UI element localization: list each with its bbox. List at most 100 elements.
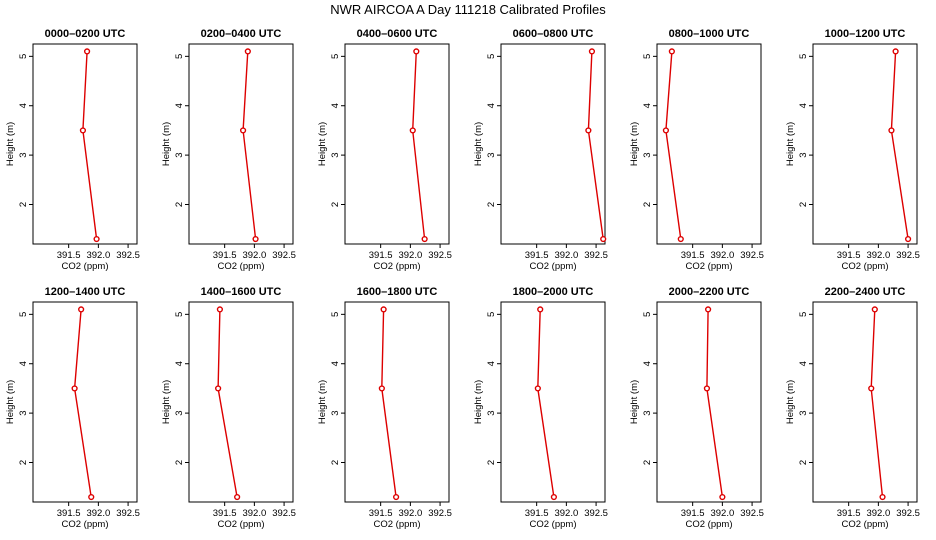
y-tick-label: 2 — [798, 202, 809, 207]
y-tick-label: 2 — [174, 460, 185, 465]
panel-title: 2000–2200 UTC — [669, 286, 750, 298]
x-axis-label: CO2 (ppm) — [218, 519, 265, 530]
x-axis-label: CO2 (ppm) — [530, 261, 577, 272]
y-axis-label: Height (m) — [161, 380, 172, 424]
x-tick-label: 392.0 — [710, 508, 734, 519]
x-axis-label: CO2 (ppm) — [62, 519, 109, 530]
y-tick-label: 2 — [174, 202, 185, 207]
y-tick-label: 3 — [798, 410, 809, 415]
profile-point — [252, 235, 259, 243]
profile-point — [588, 48, 596, 55]
y-tick-label: 3 — [642, 410, 653, 415]
profile-point — [413, 48, 420, 55]
y-tick-label: 3 — [18, 152, 29, 157]
profile-point — [534, 385, 541, 392]
x-tick-label: 392.0 — [554, 508, 578, 519]
plot-frame — [344, 43, 450, 245]
profile-point — [239, 127, 247, 134]
plot-frame — [812, 43, 918, 245]
y-axis-label: Height (m) — [785, 122, 796, 166]
x-axis-label: CO2 (ppm) — [530, 519, 577, 530]
x-axis-label: CO2 (ppm) — [374, 261, 421, 272]
profile-panel: 0800–1000 UTC 391.5 392.0 392.5 2 3 4 5 CO2 (ppm… — [629, 28, 764, 272]
panel-title: 0800–1000 UTC — [669, 28, 750, 40]
plot-frame — [656, 43, 762, 245]
x-axis-label: CO2 (ppm) — [842, 261, 889, 272]
x-axis-label: CO2 (ppm) — [218, 261, 265, 272]
y-axis-label: Height (m) — [161, 122, 172, 166]
y-tick-label: 4 — [330, 361, 341, 366]
plot-frame — [500, 43, 606, 245]
y-tick-label: 2 — [18, 202, 29, 207]
x-tick-label: 392.0 — [242, 250, 266, 261]
y-tick-label: 4 — [642, 361, 653, 366]
profile-point — [888, 127, 895, 134]
x-axis-label: CO2 (ppm) — [374, 519, 421, 530]
y-tick-label: 2 — [18, 460, 29, 465]
x-tick-label: 391.5 — [369, 508, 393, 519]
y-tick-label: 3 — [330, 152, 341, 157]
y-tick-label: 3 — [18, 410, 29, 415]
x-tick-label: 391.5 — [213, 250, 237, 261]
x-tick-label: 392.5 — [584, 250, 608, 261]
profile-point — [892, 48, 899, 55]
profile-line — [73, 309, 92, 498]
x-tick-label: 392.5 — [740, 508, 764, 519]
y-tick-label: 5 — [174, 312, 185, 317]
x-tick-label: 391.5 — [57, 508, 81, 519]
y-tick-label: 4 — [174, 361, 185, 366]
y-axis-label: Height (m) — [473, 122, 484, 166]
profile-line — [82, 51, 98, 240]
profile-point — [421, 235, 428, 243]
y-tick-label: 5 — [486, 54, 497, 59]
y-tick-label: 5 — [642, 312, 653, 317]
profile-panel: 1000–1200 UTC 391.5 392.0 392.5 2 3 4 5 CO2 (ppm… — [785, 28, 920, 272]
panel-title: 0400–0600 UTC — [357, 28, 438, 40]
profile-line — [665, 51, 682, 240]
x-axis-label: CO2 (ppm) — [686, 519, 733, 530]
x-tick-label: 392.0 — [242, 508, 266, 519]
y-tick-label: 3 — [798, 152, 809, 157]
profile-point — [88, 493, 95, 501]
panel-title: 0200–0400 UTC — [201, 28, 282, 40]
plot-frame — [188, 43, 294, 245]
profile-point — [71, 385, 78, 392]
profile-line — [217, 309, 238, 498]
x-tick-label: 392.5 — [896, 250, 920, 261]
x-tick-label: 392.5 — [116, 250, 140, 261]
profile-line — [706, 309, 724, 498]
profile-panel: 0400–0600 UTC 391.5 392.0 392.5 2 3 4 5 CO2 (ppm… — [317, 28, 452, 272]
profile-panel: 2200–2400 UTC 391.5 392.0 392.5 2 3 4 5 CO2 (ppm… — [785, 286, 920, 530]
plot-frame — [656, 301, 762, 503]
profile-panel: 1200–1400 UTC 391.5 392.0 392.5 2 3 4 5 CO2 (ppm… — [5, 286, 140, 530]
y-tick-label: 3 — [486, 410, 497, 415]
profile-point — [600, 235, 607, 243]
x-tick-label: 391.5 — [681, 250, 705, 261]
profile-point — [662, 127, 670, 134]
x-tick-label: 391.5 — [57, 250, 81, 261]
x-tick-label: 392.5 — [896, 508, 920, 519]
plot-frame — [32, 301, 138, 503]
x-tick-label: 391.5 — [525, 508, 549, 519]
y-tick-label: 3 — [174, 152, 185, 157]
panel-title: 1800–2000 UTC — [513, 286, 594, 298]
y-tick-label: 4 — [486, 361, 497, 366]
x-tick-label: 391.5 — [369, 250, 393, 261]
x-tick-label: 392.5 — [428, 508, 452, 519]
x-tick-label: 391.5 — [837, 250, 861, 261]
x-tick-label: 392.5 — [584, 508, 608, 519]
x-tick-label: 391.5 — [837, 508, 861, 519]
y-axis-label: Height (m) — [629, 380, 640, 424]
profile-panel: 1400–1600 UTC 391.5 392.0 392.5 2 3 4 5 CO2 (ppm… — [161, 286, 296, 530]
profile-point — [677, 235, 684, 243]
x-tick-label: 392.0 — [554, 250, 578, 261]
y-tick-label: 3 — [330, 410, 341, 415]
plot-frame — [188, 301, 294, 503]
profile-line — [870, 309, 884, 498]
y-tick-label: 4 — [486, 103, 497, 108]
y-tick-label: 4 — [330, 103, 341, 108]
profile-point — [393, 493, 400, 501]
profile-point — [868, 385, 875, 392]
profile-point — [380, 306, 387, 313]
